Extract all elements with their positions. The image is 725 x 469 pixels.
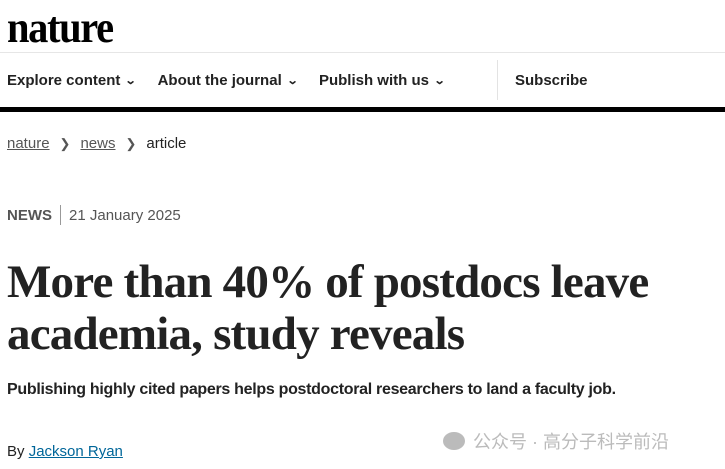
article-date: 21 January 2025 xyxy=(69,206,181,224)
article-type: NEWS xyxy=(7,206,52,224)
breadcrumb: nature ❯ news ❯ article xyxy=(7,135,186,152)
byline: By Jackson Ryan xyxy=(7,443,123,460)
wechat-icon xyxy=(443,432,465,450)
byline-prefix: By xyxy=(7,443,25,460)
chevron-down-icon: ⌄ xyxy=(286,75,299,87)
meta-divider xyxy=(60,205,61,225)
watermark: 公众号 · 高分子科学前沿 xyxy=(443,428,669,454)
nav-label: Publish with us xyxy=(318,72,429,89)
main-nav: Explore content ⌄ About the journal ⌄ Publ… xyxy=(7,72,466,89)
watermark-text: 公众号 · 高分子科学前沿 xyxy=(473,432,669,452)
divider xyxy=(0,52,725,53)
nav-label: About the journal xyxy=(157,72,282,89)
article-standfirst: Publishing highly cited papers helps pos… xyxy=(7,381,616,398)
nav-explore-content[interactable]: Explore content ⌄ xyxy=(7,72,137,89)
nav-publish-with-us[interactable]: Publish with us ⌄ xyxy=(318,72,446,89)
nav-divider xyxy=(497,60,498,100)
chevron-down-icon: ⌄ xyxy=(433,75,446,87)
article-title: More than 40% of postdocs leave academia… xyxy=(7,256,649,360)
nav-label: Explore content xyxy=(7,72,121,89)
nature-logo[interactable]: nature xyxy=(7,3,114,52)
chevron-right-icon: ❯ xyxy=(125,135,137,151)
chevron-down-icon: ⌄ xyxy=(124,75,137,87)
breadcrumb-news[interactable]: news xyxy=(80,135,116,152)
header-rule xyxy=(0,107,725,112)
chevron-right-icon: ❯ xyxy=(59,135,71,151)
author-link[interactable]: Jackson Ryan xyxy=(28,443,123,460)
breadcrumb-current: article xyxy=(146,135,187,152)
subscribe-link[interactable]: Subscribe xyxy=(515,72,588,89)
article-meta: NEWS 21 January 2025 xyxy=(7,205,181,225)
breadcrumb-nature[interactable]: nature xyxy=(7,135,50,152)
nav-about-journal[interactable]: About the journal ⌄ xyxy=(157,72,299,89)
